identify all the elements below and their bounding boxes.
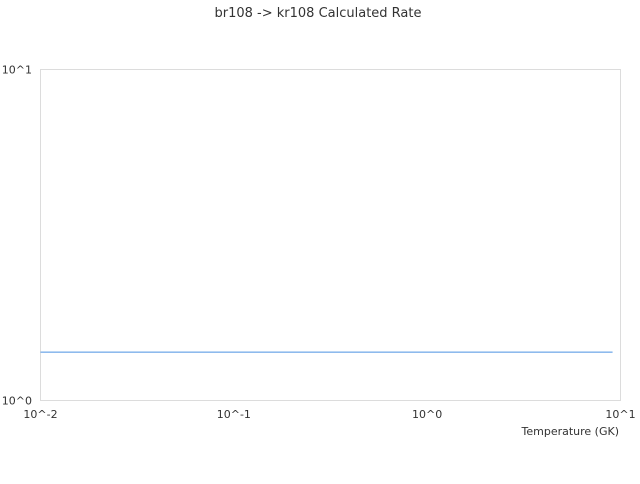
plot-area bbox=[40, 69, 621, 401]
x-tick-label: 10^0 bbox=[412, 408, 442, 421]
y-tick-label: 10^0 bbox=[2, 395, 32, 408]
x-tick-label: 10^-1 bbox=[217, 408, 251, 421]
x-tick-label: 10^1 bbox=[605, 408, 635, 421]
y-tick-label: 10^1 bbox=[2, 64, 32, 77]
x-axis-label: Temperature (GK) bbox=[521, 425, 620, 438]
chart-title: br108 -> kr108 Calculated Rate bbox=[215, 6, 422, 21]
x-tick-label: 10^-2 bbox=[23, 408, 57, 421]
